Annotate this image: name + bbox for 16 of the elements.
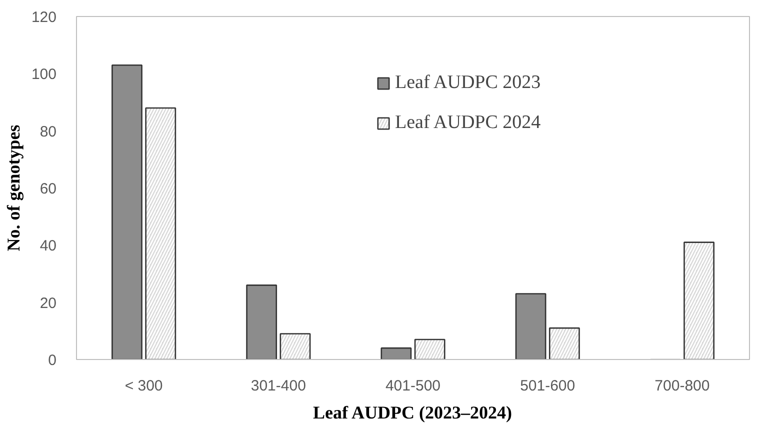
y-tick-label: 0 <box>48 352 56 369</box>
y-tick-label: 40 <box>40 238 57 255</box>
y-tick-label: 20 <box>40 294 57 312</box>
x-tick-label: 401-500 <box>385 378 441 394</box>
x-axis-title: Leaf AUDPC (2023–2024) <box>313 402 512 422</box>
y-tick-label: 80 <box>40 123 57 140</box>
legend-label: Leaf AUDPC 2024 <box>395 112 541 134</box>
x-tick-label: 700-800 <box>654 378 710 394</box>
x-tick-label: 501-600 <box>520 378 576 394</box>
y-tick-label: 100 <box>31 66 57 84</box>
x-tick-label: < 300 <box>124 378 163 394</box>
x-tick-label: 301-400 <box>250 378 306 394</box>
y-tick-label: 120 <box>31 9 57 26</box>
legend-label: Leaf AUDPC 2023 <box>395 72 541 94</box>
y-axis-title: No. of genotypes <box>3 124 24 252</box>
y-tick-label: 60 <box>40 180 57 198</box>
